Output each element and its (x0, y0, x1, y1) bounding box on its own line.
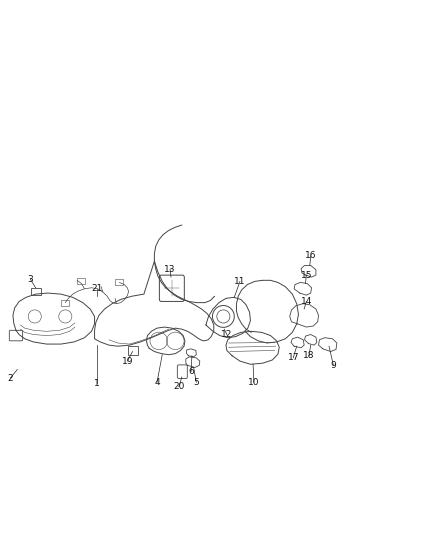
Text: 13: 13 (164, 265, 176, 273)
Text: 19: 19 (122, 357, 133, 366)
Text: 21: 21 (91, 284, 102, 293)
Text: 18: 18 (303, 351, 314, 360)
Text: 2: 2 (7, 374, 13, 383)
Text: 6: 6 (188, 367, 194, 376)
Text: 17: 17 (287, 353, 299, 362)
Text: 11: 11 (234, 277, 246, 286)
Text: 16: 16 (305, 252, 316, 261)
Text: 4: 4 (154, 378, 160, 387)
Bar (116, 279, 124, 286)
Bar (128, 346, 138, 354)
Bar (78, 278, 85, 285)
Text: 3: 3 (28, 274, 33, 284)
Bar (31, 288, 41, 295)
Text: 14: 14 (300, 297, 312, 306)
Text: 10: 10 (248, 378, 260, 387)
Bar (61, 300, 69, 305)
Text: 15: 15 (300, 271, 312, 279)
Text: 1: 1 (94, 379, 99, 388)
Text: 20: 20 (173, 382, 184, 391)
Text: 9: 9 (331, 361, 336, 370)
Text: 5: 5 (194, 378, 199, 387)
Text: 12: 12 (221, 330, 233, 339)
